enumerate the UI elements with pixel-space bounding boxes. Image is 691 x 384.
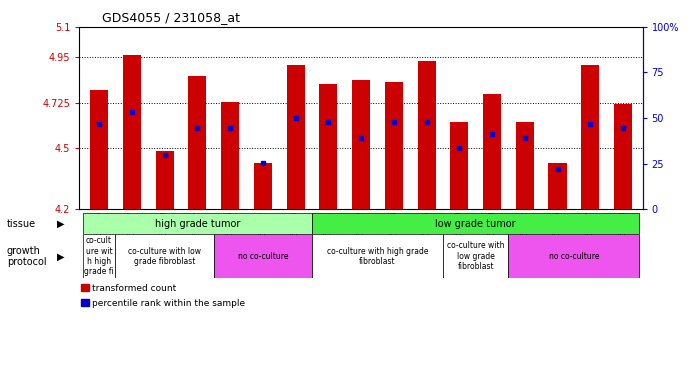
Bar bbox=[81, 300, 88, 306]
Text: growth
protocol: growth protocol bbox=[7, 245, 46, 267]
Bar bbox=[287, 65, 305, 209]
Bar bbox=[189, 76, 207, 209]
Bar bbox=[312, 213, 639, 234]
Bar bbox=[155, 151, 173, 209]
Bar bbox=[81, 284, 88, 291]
Text: low grade tumor: low grade tumor bbox=[435, 218, 516, 229]
Text: no co-culture: no co-culture bbox=[549, 252, 599, 261]
Bar bbox=[509, 234, 639, 278]
Text: tissue: tissue bbox=[7, 218, 36, 229]
Text: percentile rank within the sample: percentile rank within the sample bbox=[93, 299, 245, 308]
Text: ▶: ▶ bbox=[57, 251, 65, 262]
Bar bbox=[352, 79, 370, 209]
Bar bbox=[549, 163, 567, 209]
Text: co-culture with
low grade
fibroblast: co-culture with low grade fibroblast bbox=[447, 242, 504, 271]
Bar bbox=[90, 90, 108, 209]
Bar bbox=[417, 61, 435, 209]
Text: GDS4055 / 231058_at: GDS4055 / 231058_at bbox=[102, 11, 240, 24]
Bar bbox=[312, 234, 443, 278]
Bar bbox=[83, 234, 115, 278]
Bar bbox=[614, 104, 632, 209]
Text: no co-culture: no co-culture bbox=[238, 252, 288, 261]
Text: transformed count: transformed count bbox=[93, 283, 177, 293]
Text: co-culture with low
grade fibroblast: co-culture with low grade fibroblast bbox=[128, 247, 201, 266]
Text: co-cult
ure wit
h high
grade fi: co-cult ure wit h high grade fi bbox=[84, 236, 114, 276]
Bar bbox=[483, 94, 501, 209]
Bar bbox=[319, 84, 337, 209]
Bar bbox=[83, 213, 312, 234]
Bar bbox=[515, 122, 533, 209]
Bar bbox=[451, 122, 468, 209]
Bar bbox=[254, 163, 272, 209]
Bar bbox=[115, 234, 214, 278]
Bar bbox=[385, 81, 403, 209]
Bar bbox=[581, 65, 599, 209]
Bar bbox=[221, 102, 239, 209]
Bar bbox=[214, 234, 312, 278]
Bar bbox=[123, 55, 141, 209]
Bar bbox=[443, 234, 509, 278]
Text: co-culture with high grade
fibroblast: co-culture with high grade fibroblast bbox=[327, 247, 428, 266]
Text: high grade tumor: high grade tumor bbox=[155, 218, 240, 229]
Text: ▶: ▶ bbox=[57, 218, 65, 229]
